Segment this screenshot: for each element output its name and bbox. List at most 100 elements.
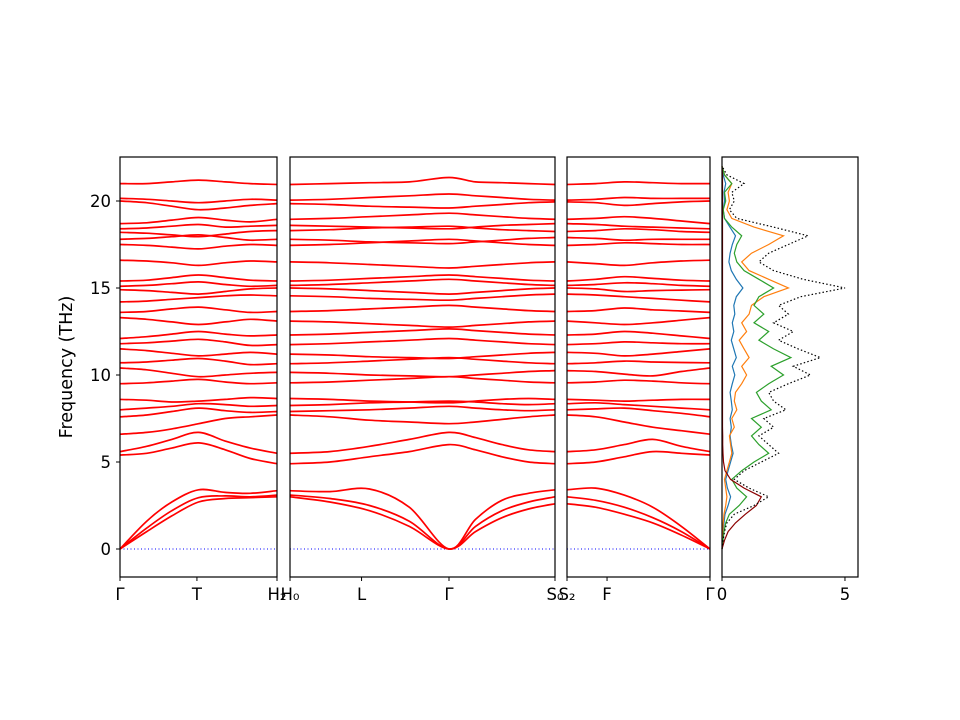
band-curve	[119, 495, 278, 550]
y-tick-label: 20	[90, 192, 111, 211]
band-curve	[119, 316, 278, 326]
band-curve	[566, 367, 711, 377]
band-curve	[119, 306, 278, 314]
band-curve	[289, 222, 556, 230]
dos-curve-blue	[721, 166, 744, 550]
x-tick-label: L	[357, 585, 367, 604]
band-curve	[119, 287, 278, 295]
x-tick-label: H₀	[280, 585, 299, 604]
x-tick-label: Γ	[115, 585, 125, 604]
band-curve	[566, 398, 711, 402]
band-curve	[566, 215, 711, 225]
panel-frame	[119, 156, 278, 578]
band-curve	[566, 241, 711, 247]
band-curve	[119, 274, 278, 282]
band-curve	[119, 348, 278, 357]
x-tick-label: Γ	[444, 585, 454, 604]
band-curve	[119, 396, 278, 403]
x-tick-label: Γ	[705, 585, 715, 604]
band-curve	[119, 330, 278, 340]
band-curve	[289, 337, 556, 346]
band-curve	[119, 179, 278, 186]
band-curve	[566, 348, 711, 357]
band-curve	[119, 494, 278, 550]
band-curve	[119, 281, 278, 288]
y-tick-label: 15	[90, 279, 111, 298]
y-tick-label: 10	[90, 366, 111, 385]
band-curve	[566, 236, 710, 242]
band-curve	[119, 442, 278, 465]
band-curve	[119, 338, 278, 347]
x-tick-label: F	[602, 585, 612, 604]
band-curve	[566, 438, 711, 453]
band-curve	[289, 278, 556, 287]
band-curve	[289, 431, 556, 455]
band-curve	[289, 414, 556, 425]
band-curve	[566, 293, 711, 303]
band-curve	[289, 212, 556, 221]
band-curve	[119, 229, 278, 238]
band-curve	[566, 196, 710, 201]
band-curve	[566, 200, 711, 207]
band-curve	[289, 397, 556, 404]
band-curve	[289, 201, 556, 209]
band-curve	[566, 495, 711, 550]
x-tick-label: 5	[840, 585, 851, 604]
panel-frame	[566, 156, 711, 578]
band-curve	[289, 238, 556, 247]
band-curve	[289, 487, 556, 550]
band-curve	[119, 197, 278, 204]
band-curve	[289, 495, 556, 550]
band-curve	[289, 236, 556, 245]
x-tick-label: 0	[717, 585, 728, 604]
band-curve	[289, 274, 556, 282]
band-curve	[289, 400, 556, 407]
x-tick-label: T	[191, 585, 203, 604]
y-axis-label: Frequency (THz)	[57, 296, 77, 439]
band-curve	[566, 307, 711, 314]
band-curve	[289, 328, 556, 336]
band-curve	[119, 407, 278, 418]
band-curve	[289, 320, 556, 328]
band-curve	[566, 379, 711, 385]
band-curve	[119, 357, 278, 366]
band-curve	[566, 502, 711, 550]
band-curve	[119, 488, 278, 550]
band-curve	[119, 294, 278, 303]
y-tick-label: 0	[101, 540, 112, 559]
band-curve	[289, 176, 556, 186]
band-curve	[566, 275, 711, 282]
band-curve	[289, 405, 556, 413]
dos-curve-total	[721, 165, 846, 550]
band-curve	[566, 316, 711, 326]
band-curve	[566, 259, 711, 267]
band-curve	[289, 261, 556, 269]
band-curve	[119, 414, 278, 436]
band-curve	[566, 181, 711, 186]
x-tick-label: S₀	[546, 585, 563, 604]
band-curve	[566, 450, 711, 465]
band-curve	[119, 431, 278, 455]
band-curve	[566, 414, 711, 436]
band-curve	[566, 227, 711, 234]
band-curve	[566, 407, 711, 418]
band-curve	[566, 281, 711, 288]
band-curve	[289, 356, 556, 365]
band-curve	[289, 304, 556, 313]
band-curve	[566, 401, 711, 411]
band-curve	[119, 367, 278, 378]
band-curve	[119, 243, 278, 250]
panel-frame	[289, 156, 556, 578]
x-tick-label: H₂	[267, 585, 286, 604]
y-tick-label: 5	[101, 453, 112, 472]
band-curve	[289, 293, 556, 302]
panel-frame	[721, 156, 859, 578]
band-curve	[289, 287, 556, 295]
band-curve	[289, 369, 556, 378]
band-curve	[119, 259, 278, 267]
dos-curve-orange	[721, 166, 791, 550]
dos-curve-green	[721, 166, 793, 550]
band-curve	[289, 351, 556, 360]
band-curve	[289, 193, 556, 201]
